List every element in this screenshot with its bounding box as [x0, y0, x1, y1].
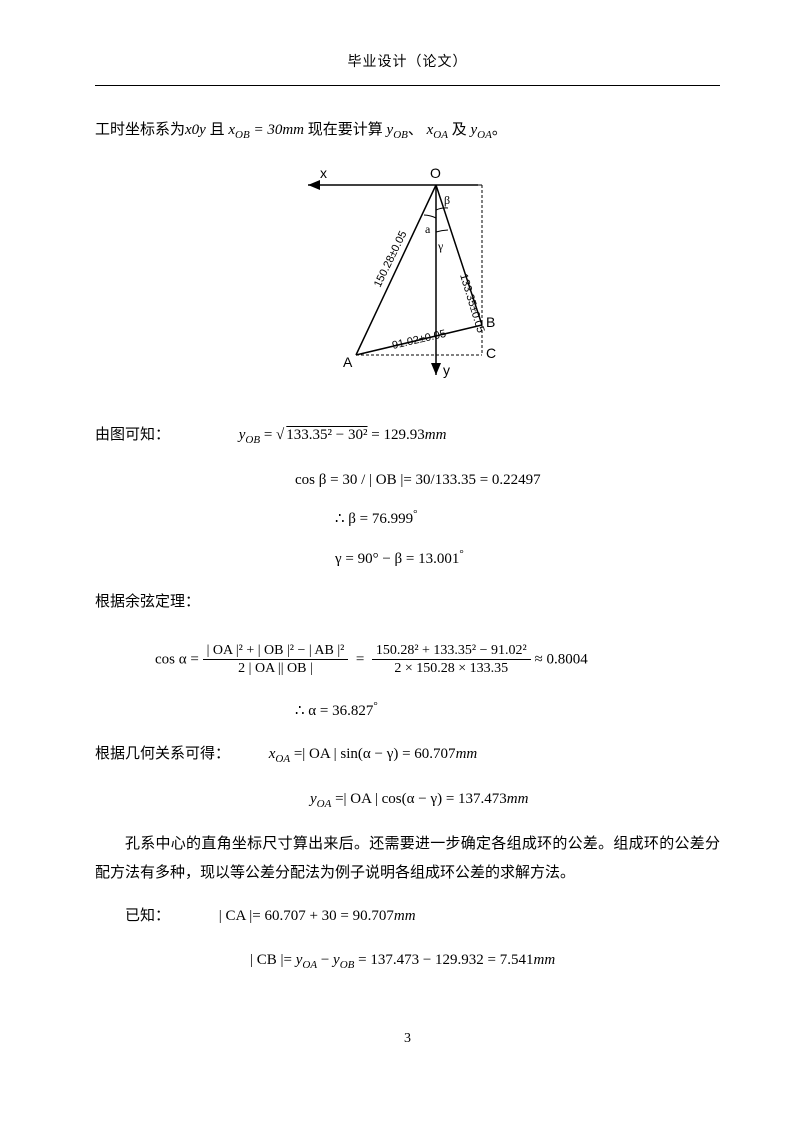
deg2: ° [459, 548, 463, 560]
xob-eq: = 30 [250, 122, 283, 138]
intro-t1: 工时坐标系为 [95, 122, 185, 138]
svg-text:β: β [444, 193, 450, 207]
cos-alpha-lhs: cos α = [155, 651, 203, 667]
geom-line: 根据几何关系可得： xOA =| OA | sin(α − γ) = 60.70… [95, 740, 720, 770]
geom-label: 根据几何关系可得： [95, 740, 265, 769]
eq4-pre: γ = 90° − β = 13.001 [335, 551, 459, 567]
page-number: 3 [95, 1026, 720, 1053]
geometry-figure: x O y A B C β a [95, 160, 720, 401]
coord-var: x0y [185, 122, 206, 138]
yoa-sub: OA [477, 129, 492, 141]
xob-sub: OB [235, 129, 250, 141]
eq1-sub: OB [245, 434, 260, 446]
eq3-pre: ∴ β = 76.999 [335, 511, 413, 527]
eq1-unit: mm [425, 427, 447, 443]
eq4: γ = 90° − β = 13.001° [335, 544, 720, 574]
frac2: 150.28² + 133.35² − 91.02² 2 × 150.28 × … [372, 642, 531, 678]
cosine-label: 根据余弦定理： [95, 588, 720, 617]
page: 毕业设计（论文） 工时坐标系为x0y 且 xOB = 30mm 现在要计算 yO… [0, 0, 800, 1092]
xob-unit: mm [282, 122, 304, 138]
deg3: ° [373, 700, 377, 712]
svg-text:B: B [486, 314, 495, 330]
cb-s2: OB [340, 959, 355, 971]
cos-res: ≈ 0.8004 [534, 651, 587, 667]
eq3: ∴ β = 76.999° [335, 504, 720, 534]
ca-unit: mm [394, 908, 416, 924]
deg1: ° [413, 508, 417, 520]
eq-cb: | CB |= yOA − yOB = 137.473 − 129.932 = … [250, 946, 720, 976]
frac2-num: 150.28² + 133.35² − 91.02² [372, 642, 531, 660]
eq-ca: | CA |= 60.707 + 30 = 90.707 [219, 908, 394, 924]
known2-line: 已知： | CA |= 60.707 + 30 = 90.707mm [125, 902, 720, 931]
known-label: 由图可知： [95, 421, 235, 450]
yob-sub: OB [393, 129, 408, 141]
cb-lhs: | CB |= [250, 952, 296, 968]
eq1-sqrt: 133.35² − 30² [284, 421, 367, 450]
frac1-num: | OA |² + | OB |² − | AB |² [203, 642, 349, 660]
cb-s1: OA [302, 959, 317, 971]
frac1: | OA |² + | OB |² − | AB |² 2 | OA || OB… [203, 642, 349, 678]
para2: 孔系中心的直角坐标尺寸算出来后。还需要进一步确定各组成环的公差。组成环的公差分配… [95, 830, 720, 887]
known-line: 由图可知： yOB = √133.35² − 30² = 129.93mm [95, 421, 720, 451]
eq2: cos β = 30 / | OB |= 30/133.35 = 0.22497 [295, 466, 720, 495]
svg-text:O: O [430, 165, 441, 181]
yoa-eq: yOA =| OA | cos(α − γ) = 137.473mm [310, 785, 720, 815]
cb-unit: mm [534, 952, 556, 968]
yoa-lhs: y [310, 791, 317, 807]
cb-rhs: = 137.473 − 129.932 = 7.541 [358, 952, 533, 968]
xoa-sub2: OA [275, 753, 290, 765]
xoa-rhs: =| OA | sin(α − γ) = 60.707 [290, 746, 455, 762]
svg-text:91.02±0.05: 91.02±0.05 [390, 328, 446, 352]
alpha-res-val: ∴ α = 36.827 [295, 703, 373, 719]
known2-label: 已知： [125, 902, 215, 931]
cb-y2: y [333, 952, 340, 968]
xoa-sub: OA [433, 129, 448, 141]
yoa-unit: mm [507, 791, 529, 807]
svg-text:a: a [425, 222, 431, 236]
header-line [95, 85, 720, 86]
intro-end: 。 [492, 122, 507, 138]
page-header: 毕业设计（论文） [95, 50, 720, 77]
svg-text:x: x [320, 165, 327, 181]
intro-t2: 且 [210, 122, 225, 138]
xoa-unit: mm [456, 746, 478, 762]
yoa-sub2: OA [317, 798, 332, 810]
frac1-den: 2 | OA || OB | [203, 659, 349, 678]
svg-text:γ: γ [437, 239, 444, 253]
eq1-res: = 129.93 [368, 427, 425, 443]
intro-para: 工时坐标系为x0y 且 xOB = 30mm 现在要计算 yOB、 xOA 及 … [95, 116, 720, 146]
svg-text:A: A [343, 354, 353, 370]
svg-text:y: y [443, 362, 450, 378]
intro-t3: 现在要计算 [308, 122, 383, 138]
sep: 、 [408, 122, 423, 138]
cos-alpha-eq: cos α = | OA |² + | OB |² − | AB |² 2 | … [155, 642, 720, 678]
frac2-den: 2 × 150.28 × 133.35 [372, 659, 531, 678]
yoa-rhs: =| OA | cos(α − γ) = 137.473 [331, 791, 506, 807]
intro-t4: 及 [452, 122, 467, 138]
alpha-res: ∴ α = 36.827° [295, 696, 720, 726]
svg-text:C: C [486, 345, 496, 361]
